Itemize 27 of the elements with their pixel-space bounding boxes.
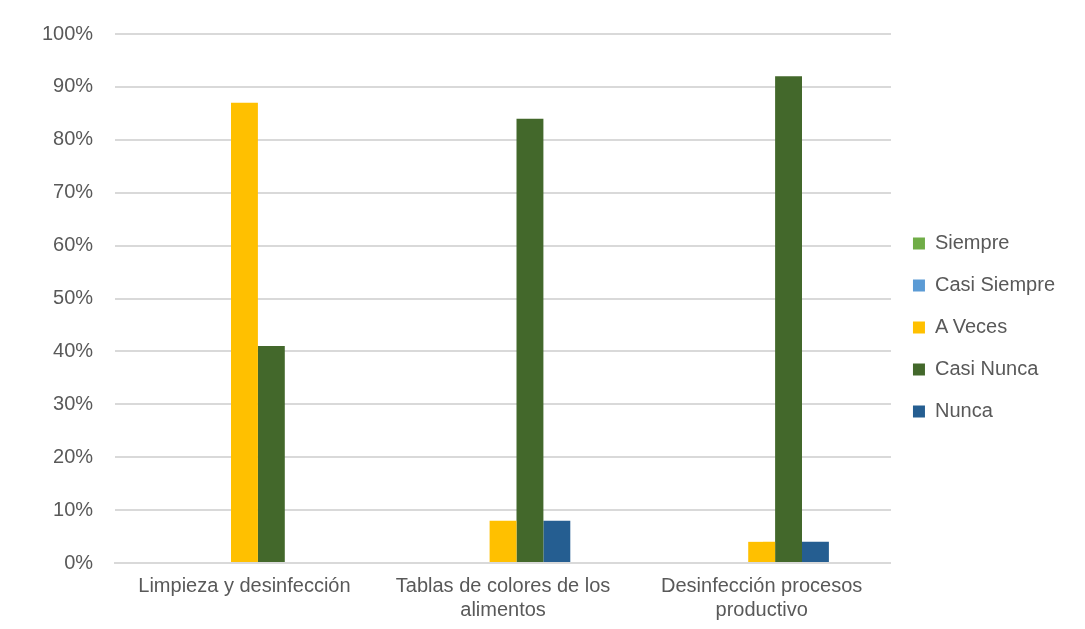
x-tick-label: Tablas de colores de los alimentos: [395, 573, 611, 620]
bar: [748, 541, 776, 562]
y-tick-label: 90%: [53, 74, 94, 97]
legend-label: Casi Nunca: [934, 357, 1040, 380]
y-tick-label: 70%: [53, 180, 94, 203]
legend-label: A Veces: [934, 315, 1008, 338]
y-tick-label: 50%: [53, 286, 94, 309]
bar: [775, 76, 802, 562]
bar: [543, 520, 571, 562]
y-tick-label: 30%: [53, 391, 94, 414]
y-tick-label: 60%: [53, 233, 94, 256]
x-tick-label: Limpieza y desinfección: [138, 573, 351, 596]
legend-label: Nunca: [934, 399, 994, 422]
bar: [257, 346, 285, 562]
y-tick-label: 40%: [53, 338, 94, 361]
y-tick-label: 80%: [53, 127, 94, 150]
bar: [802, 541, 829, 562]
bar: [516, 118, 544, 562]
y-tick-label: 100%: [42, 21, 94, 44]
x-tick-label: Desinfección procesos productivo: [661, 573, 863, 620]
bar: [231, 102, 258, 562]
y-tick-label: 10%: [53, 497, 94, 520]
legend-label: Siempre: [934, 231, 1010, 254]
y-tick-label: 0%: [64, 550, 94, 573]
y-tick-label: 20%: [53, 444, 94, 467]
legend-label: Casi Siempre: [934, 273, 1056, 296]
bar: [489, 520, 517, 562]
